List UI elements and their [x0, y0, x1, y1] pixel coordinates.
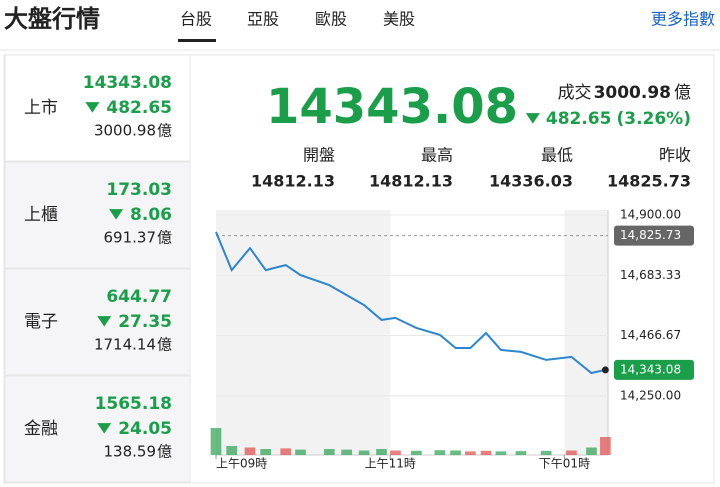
stat-label: 昨收	[659, 146, 691, 165]
volume-value: 3000.98	[594, 83, 671, 103]
market-price: 173.03	[106, 180, 172, 200]
volume-bar	[465, 451, 476, 455]
market-change: 27.35	[118, 312, 172, 332]
volume-bar	[280, 448, 292, 455]
market-name: 電子	[24, 312, 58, 332]
volume-bar	[295, 449, 306, 455]
down-arrow	[97, 316, 112, 327]
market-name: 上市	[24, 98, 58, 118]
reference-label: 14,825.73	[620, 228, 681, 242]
market-unit: 億	[157, 443, 172, 461]
x-tick-label: 上午11時	[365, 457, 416, 471]
stat-label: 最高	[421, 146, 453, 165]
tab[interactable]: 亞股	[247, 10, 279, 29]
market-volume: 3000.98	[94, 122, 156, 140]
volume-bar	[495, 451, 507, 455]
volume-bar	[515, 451, 527, 455]
last-point	[601, 366, 609, 374]
volume-label: 成交	[558, 83, 592, 103]
tab-underline	[178, 39, 216, 42]
volume-bar	[390, 450, 401, 455]
x-tick-label: 下午01時	[539, 457, 590, 471]
volume-bar	[226, 446, 238, 455]
reference-tag	[614, 225, 694, 246]
session-shade	[216, 210, 391, 455]
market-row[interactable]	[4, 375, 191, 483]
stat-value: 14825.73	[607, 172, 691, 191]
market-price: 1565.18	[95, 394, 172, 414]
title: 大盤行情	[4, 5, 100, 33]
down-arrow	[109, 209, 124, 220]
volume-bar	[540, 450, 552, 455]
market-name: 上櫃	[24, 205, 58, 225]
last-label: 14,343.08	[620, 362, 681, 376]
tab[interactable]: 美股	[383, 10, 415, 29]
stat-label: 開盤	[303, 146, 335, 165]
volume-bar	[600, 437, 611, 455]
volume-bar	[586, 447, 597, 455]
market-price: 14343.08	[83, 73, 172, 93]
volume-bar	[323, 449, 335, 455]
stat-label: 最低	[541, 146, 573, 165]
y-tick-label: 14,250.00	[620, 388, 681, 402]
down-arrow	[97, 423, 112, 434]
volume-unit: 億	[674, 83, 691, 103]
tab[interactable]: 台股	[180, 10, 212, 29]
market-row[interactable]	[4, 161, 191, 269]
volume-bar	[411, 450, 422, 455]
market-unit: 億	[157, 229, 172, 247]
more-link[interactable]: 更多指數	[651, 10, 715, 29]
y-tick-label: 14,900.00	[620, 208, 681, 222]
stat-value: 14336.03	[489, 172, 573, 191]
volume-bar	[450, 450, 461, 455]
market-volume: 691.37	[104, 229, 157, 247]
volume-bar	[434, 450, 446, 455]
volume-bar	[341, 449, 353, 455]
price-line	[215, 231, 606, 375]
market-change: 482.65	[106, 98, 172, 118]
down-arrow	[525, 113, 540, 124]
volume-bar	[480, 450, 492, 455]
market-unit: 億	[157, 122, 172, 140]
market-row[interactable]	[4, 54, 191, 162]
market-price: 644.77	[106, 287, 172, 307]
x-tick-label: 上午09時	[216, 457, 267, 471]
market-row[interactable]	[4, 268, 191, 376]
market-name: 金融	[24, 419, 58, 439]
volume-bar	[376, 449, 387, 455]
tab[interactable]: 歐股	[315, 10, 347, 29]
stat-value: 14812.13	[369, 172, 453, 191]
volume-bar	[566, 450, 577, 455]
change-value: 482.65	[546, 109, 612, 129]
market-volume: 138.59	[104, 443, 157, 461]
volume-bar	[210, 428, 222, 455]
change-pct: (3.26%)	[616, 109, 691, 129]
down-arrow	[85, 102, 100, 113]
y-tick-label: 14,683.33	[620, 268, 681, 282]
panel	[3, 54, 715, 484]
volume-bar	[260, 449, 271, 455]
market-change: 8.06	[130, 205, 172, 225]
y-tick-label: 14,466.67	[620, 328, 681, 342]
market-unit: 億	[157, 336, 172, 354]
volume-bar	[358, 450, 370, 455]
index-price: 14343.08	[266, 79, 518, 135]
session-shade	[564, 210, 608, 455]
volume-bar	[244, 447, 256, 455]
stat-value: 14812.13	[251, 172, 335, 191]
market-change: 24.05	[118, 419, 172, 439]
last-tag	[614, 359, 694, 380]
market-volume: 1714.14	[94, 336, 156, 354]
